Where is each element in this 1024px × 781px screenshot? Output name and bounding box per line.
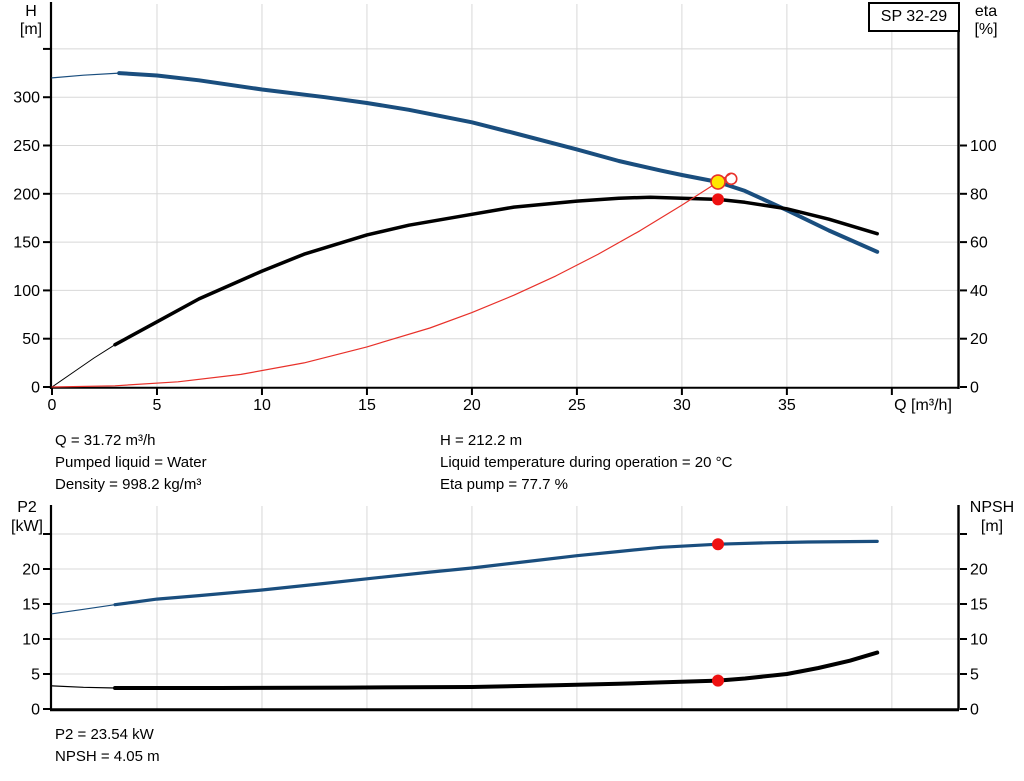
left-axis-tick-label: 0 [31, 380, 40, 397]
annotation-density: Density = 998.2 kg/m³ [55, 476, 202, 493]
x-axis-tick-label: 0 [48, 397, 57, 414]
left-axis-tick-label: 50 [22, 331, 40, 348]
annotation-p2: P2 = 23.54 kW [55, 726, 154, 743]
annotation-npsh: NPSH = 4.05 m [55, 748, 160, 765]
annotation-pumped-liquid: Pumped liquid = Water [55, 454, 207, 471]
x-axis-tick-label: 25 [568, 397, 586, 414]
head-curve [117, 71, 880, 254]
left-axis-tick-label: 300 [13, 90, 40, 107]
right-axis-tick-label: 10 [970, 632, 988, 649]
left-axis-tick-label: 15 [22, 597, 40, 614]
npsh-curve [113, 650, 880, 690]
left-axis-title: [m] [20, 21, 42, 38]
right-axis-tick-label: 100 [970, 138, 997, 155]
left-axis-tick-label: 20 [22, 562, 40, 579]
p2-curve-lead [51, 604, 116, 615]
eta-curve [113, 195, 879, 347]
pump-model-badge: SP 32-29 [868, 2, 960, 32]
npsh-curve-lead [51, 685, 116, 689]
x-axis-tick-label: 5 [153, 397, 162, 414]
left-axis-tick-label: 250 [13, 138, 40, 155]
x-axis-tick-label: 35 [778, 397, 796, 414]
eta-curve-lead [51, 344, 116, 388]
duty-annotation-bottom: P2 = 23.54 kW NPSH = 4.05 m [55, 724, 160, 768]
right-axis-tick-label: 20 [970, 562, 988, 579]
duty-point-requested [724, 172, 738, 186]
duty-annotation-left: Q = 31.72 m³/h Pumped liquid = Water Den… [55, 430, 207, 496]
left-axis-tick-label: 0 [31, 702, 40, 719]
x-axis-tick-label: 10 [253, 397, 271, 414]
right-axis-tick-label: 15 [970, 597, 988, 614]
duty-annotation-right: H = 212.2 m Liquid temperature during op… [440, 430, 732, 496]
left-axis-title: H [25, 3, 37, 20]
pump-model-label: SP 32-29 [880, 8, 948, 25]
x-axis-tick-label: 20 [463, 397, 481, 414]
left-axis-tick-label: 5 [31, 667, 40, 684]
annotation-flow: Q = 31.72 m³/h [55, 432, 156, 449]
duty-point-head [710, 174, 726, 190]
p2-curve [113, 539, 879, 607]
right-axis-title: eta [975, 3, 997, 20]
right-axis-title: [%] [974, 21, 997, 38]
right-axis-tick-label: 0 [970, 702, 979, 719]
annotation-eta-pump: Eta pump = 77.7 % [440, 476, 568, 493]
system-curve [51, 173, 731, 388]
right-axis-tick-label: 80 [970, 186, 988, 203]
x-axis-tick-label: 30 [673, 397, 691, 414]
x-axis-tick-label: 15 [358, 397, 376, 414]
duty-point-p2 [712, 538, 725, 551]
annotation-head: H = 212.2 m [440, 432, 523, 449]
right-axis-tick-label: 0 [970, 380, 979, 397]
left-axis-tick-label: 200 [13, 186, 40, 203]
right-axis-tick-label: 20 [970, 331, 988, 348]
left-axis-tick-label: 150 [13, 235, 40, 252]
annotation-liquid-temperature: Liquid temperature during operation = 20… [440, 454, 733, 471]
right-axis-tick-label: 5 [970, 667, 979, 684]
right-axis-title: NPSH [970, 499, 1014, 516]
right-axis-title: [m] [981, 518, 1003, 535]
left-axis-title: P2 [17, 499, 37, 516]
left-axis-tick-label: 100 [13, 283, 40, 300]
left-axis-title: [kW] [11, 518, 43, 535]
left-axis-tick-label: 10 [22, 632, 40, 649]
duty-point-npsh [712, 674, 725, 687]
duty-point-eta [712, 193, 725, 206]
head-curve-lead [51, 72, 120, 79]
right-axis-tick-label: 60 [970, 235, 988, 252]
right-axis-tick-label: 40 [970, 283, 988, 300]
x-axis-title: Q [m³/h] [894, 397, 952, 414]
